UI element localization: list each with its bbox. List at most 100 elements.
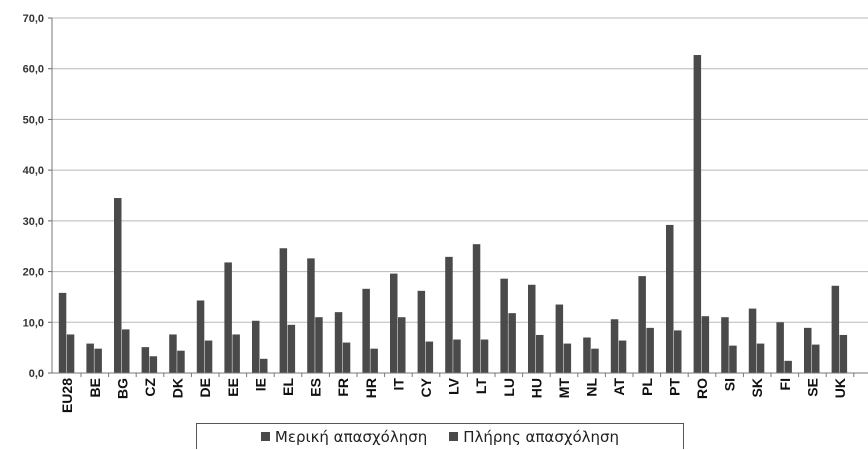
bar-full-time (646, 327, 654, 373)
x-tick-label: MT (556, 378, 572, 399)
x-tick-label: EL (280, 378, 296, 396)
x-tick-label: EU28 (59, 378, 75, 413)
x-tick-label: CZ (142, 378, 158, 397)
bar-full-time (260, 358, 268, 373)
x-tick-label: BE (87, 378, 103, 397)
bar-part-time (141, 347, 150, 373)
bar-part-time (445, 256, 453, 373)
x-tick-label: LT (473, 378, 489, 395)
bar-part-time (307, 258, 315, 373)
bar-part-time (610, 319, 619, 373)
bar-part-time (390, 273, 398, 373)
x-tick-label: NL (584, 378, 600, 397)
y-axis-ticks: 0,0 10,0 20,0 30,0 40,0 50,0 60,0 70,0 (23, 13, 52, 380)
bar-part-time (831, 285, 840, 373)
legend-label: Πλήρης απασχόληση (463, 427, 620, 446)
x-tick-label: FI (777, 378, 793, 390)
bar-full-time (94, 348, 102, 373)
x-tick-label: LU (501, 378, 517, 397)
x-tick-label: EE (225, 378, 241, 397)
x-tick-label: RO (694, 378, 710, 399)
bar-full-time (204, 340, 213, 373)
bar-full-time (122, 329, 130, 373)
bar-full-time (287, 324, 296, 373)
x-tick-label: FR (335, 378, 351, 397)
y-tick-label: 10,0 (23, 317, 44, 329)
x-axis-ticks: EU28 BE BG CZ DK DE EE IE EL ES FR HR IT CY LV LT LU HU MT… (59, 373, 855, 413)
bar-part-time (86, 343, 94, 373)
bar-part-time (804, 327, 812, 373)
x-tick-label: SK (749, 378, 765, 397)
bar-full-time (812, 344, 820, 373)
x-tick-label: DK (170, 378, 186, 398)
bar-full-time (66, 334, 75, 373)
bar-part-time (583, 337, 591, 373)
y-tick-label: 0,0 (29, 368, 44, 380)
y-tick-label: 40,0 (23, 165, 44, 177)
bar-part-time (114, 198, 122, 373)
bar-full-time (508, 313, 516, 373)
bar-full-time (618, 340, 627, 373)
bar-full-time (536, 334, 544, 373)
x-tick-label: SE (804, 378, 820, 397)
x-tick-label: SI (722, 378, 738, 391)
bar-part-time (362, 288, 370, 373)
legend-swatch (449, 432, 459, 441)
gridlines (52, 17, 868, 323)
bar-full-time (756, 343, 765, 373)
bars (58, 55, 848, 374)
bar-full-time (370, 348, 378, 373)
bar-full-time (729, 345, 737, 373)
x-tick-label: BG (114, 378, 130, 399)
bar-full-time (342, 342, 351, 373)
x-tick-label: ES (308, 378, 324, 397)
bar-part-time (776, 322, 784, 373)
bar-part-time (279, 248, 288, 373)
x-tick-label: IT (390, 378, 406, 391)
bar-part-time (252, 320, 260, 373)
bar-full-time (232, 334, 240, 373)
y-tick-label: 60,0 (23, 64, 44, 76)
x-tick-label: CY (418, 377, 434, 397)
x-tick-label: HR (363, 378, 379, 398)
y-tick-label: 70,0 (23, 13, 44, 25)
legend-label: Μερική απασχόληση (274, 427, 428, 446)
y-tick-label: 20,0 (23, 267, 44, 279)
y-tick-label: 30,0 (23, 216, 44, 228)
bar-part-time (472, 244, 481, 373)
legend: Μερική απασχόληση Πλήρης απασχόληση (196, 423, 684, 449)
bar-part-time (500, 278, 508, 373)
bar-full-time (398, 317, 406, 373)
bar-part-time (224, 262, 232, 373)
bar-full-time (425, 341, 434, 373)
x-tick-label: HU (528, 378, 544, 398)
legend-item-part-time: Μερική απασχόληση (260, 427, 428, 446)
bar-full-time (591, 348, 599, 373)
legend-item-full-time: Πλήρης απασχόληση (449, 428, 619, 446)
y-tick-label: 50,0 (23, 114, 44, 126)
bar-full-time (480, 339, 489, 373)
bar-part-time (169, 334, 177, 373)
bar-part-time (748, 308, 757, 373)
bar-full-time (315, 317, 323, 373)
bar-full-time (701, 316, 710, 373)
bar-part-time (666, 224, 674, 373)
bar-part-time (334, 312, 343, 373)
bar-full-time (563, 343, 572, 373)
bar-part-time (417, 290, 426, 373)
x-tick-label: LV (446, 377, 462, 395)
bar-full-time (674, 330, 682, 373)
bar-part-time (638, 276, 646, 373)
x-tick-label: IE (252, 378, 268, 391)
x-tick-label: DE (197, 378, 213, 397)
bar-part-time (721, 317, 729, 373)
x-tick-label: PL (639, 378, 655, 396)
bar-part-time (196, 300, 205, 373)
bar-full-time (453, 339, 461, 373)
bar-part-time (528, 284, 536, 373)
legend-swatch (260, 432, 270, 441)
bar-part-time (58, 292, 67, 373)
bar-full-time (149, 356, 158, 373)
bar-full-time (177, 350, 185, 373)
